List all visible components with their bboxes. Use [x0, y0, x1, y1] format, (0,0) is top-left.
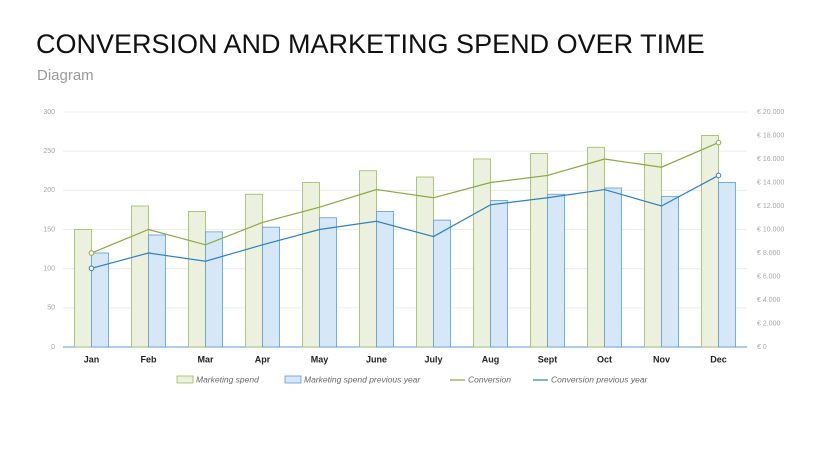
x-tick-label: Sept	[538, 354, 558, 364]
y-tick-label: 250	[43, 148, 55, 155]
y-tick-label: 50	[47, 305, 55, 312]
x-tick-label: Aug	[482, 354, 500, 364]
y2-tick-label: € 2.000	[757, 320, 780, 327]
bar	[205, 231, 223, 348]
y2-tick-label: € 12.000	[757, 203, 784, 210]
chart-title: CONVERSION AND MARKETING SPEND OVER TIME	[36, 29, 705, 59]
y2-tick-label: € 10.000	[757, 226, 784, 233]
legend-label: Marketing spend previous year	[304, 374, 421, 384]
y2-tick-label: € 14.000	[757, 179, 784, 186]
bar	[587, 146, 605, 348]
line-marker	[88, 250, 95, 256]
line-marker	[88, 265, 95, 272]
bar	[262, 226, 280, 348]
x-tick-label: Jan	[84, 354, 100, 364]
chart-subtitle: Diagram	[37, 67, 94, 84]
x-tick-label: Feb	[140, 354, 157, 364]
bar	[319, 217, 337, 348]
x-tick-label: May	[311, 354, 329, 364]
y2-tick-label: € 20.000	[757, 109, 784, 116]
y2-tick-label: € 4.000	[757, 297, 780, 304]
bar	[644, 153, 662, 348]
line	[91, 141, 719, 254]
bar	[433, 219, 451, 348]
line-marker	[715, 139, 722, 146]
x-tick-label: Nov	[653, 354, 670, 364]
y2-tick-label: € 8.000	[757, 250, 780, 257]
bar	[148, 234, 166, 348]
y-tick-label: 200	[43, 187, 55, 194]
x-tick-label: Mar	[197, 354, 214, 364]
bar	[131, 205, 149, 348]
legend-swatch	[284, 375, 302, 384]
bar	[376, 211, 394, 348]
bar	[661, 196, 679, 348]
y2-tick-label: € 6.000	[757, 273, 780, 280]
bar	[473, 158, 491, 348]
x-tick-label: Oct	[597, 354, 612, 364]
x-tick-label: June	[366, 354, 387, 364]
line	[91, 174, 719, 269]
legend-label: Conversion previous year	[551, 374, 649, 384]
bar	[530, 153, 548, 348]
y-tick-label: 100	[43, 266, 55, 273]
x-tick-label: Dec	[710, 354, 727, 364]
bar	[74, 229, 92, 348]
bar	[547, 193, 565, 348]
y2-tick-label: € 18.000	[757, 132, 784, 139]
bar	[416, 176, 434, 348]
x-tick-label: Apr	[255, 354, 271, 364]
bar	[604, 187, 622, 348]
bar	[302, 182, 320, 348]
bar	[701, 135, 719, 348]
legend-swatch	[176, 375, 194, 384]
x-tick-label: July	[424, 354, 442, 364]
bar	[245, 193, 263, 348]
y-tick-label: 150	[43, 226, 55, 233]
bar	[91, 252, 109, 348]
legend-label: Conversion	[468, 374, 511, 384]
legend-label: Marketing spend	[196, 374, 259, 384]
y2-tick-label: € 16.000	[757, 156, 784, 163]
bar	[188, 211, 206, 348]
y-tick-label: 0	[51, 344, 55, 351]
y-tick-label: 300	[43, 109, 55, 116]
line-marker	[715, 172, 722, 179]
bar	[490, 200, 508, 348]
bar	[718, 182, 736, 348]
y2-tick-label: € 0	[757, 344, 767, 351]
bar	[359, 170, 377, 348]
